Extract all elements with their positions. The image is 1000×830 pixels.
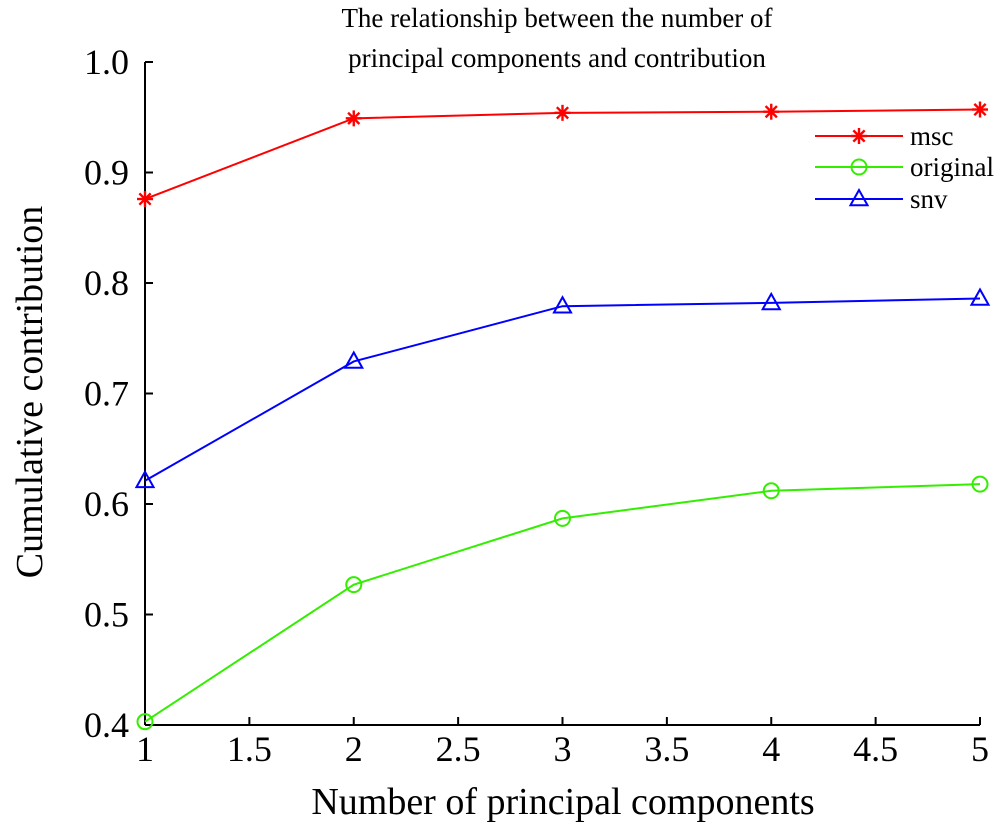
triangle-marker-shape: [760, 291, 782, 311]
data-point-original: [345, 576, 363, 594]
y-tick-label: 0.4: [84, 705, 129, 745]
triangle-marker-shape: [969, 287, 991, 306]
data-point-msc: [554, 104, 571, 121]
circle-marker-shape: [762, 482, 780, 500]
triangle-marker-shape: [552, 295, 573, 314]
y-tick-label: 1.0: [84, 42, 129, 82]
x-tick-label: 5: [971, 729, 989, 769]
triangle-marker-shape: [848, 187, 870, 207]
data-point-original: [762, 482, 780, 500]
y-tick-label: 0.6: [84, 484, 129, 524]
data-point-msc: [972, 101, 988, 118]
data-point-snv: [760, 291, 782, 311]
circle-marker-shape: [345, 576, 363, 594]
x-axis-label: Number of principal components: [311, 781, 814, 823]
data-point-original: [136, 713, 154, 731]
asterisk-marker-stroke: [852, 129, 866, 143]
axes: 1 1.5 2 2.5 3 3.5 4 4.5 5 0.4 0.5 0.6 0.7 0.8 0.9 1.0: [84, 42, 989, 769]
x-tick-label: 2.5: [436, 729, 481, 769]
x-tick-label: 3.5: [644, 729, 689, 769]
x-tick-label: 1: [136, 729, 154, 769]
y-tick-label: 0.7: [84, 374, 129, 414]
legend-item-snv: snv: [815, 184, 948, 214]
circle-marker-shape: [554, 509, 571, 527]
series-original: [136, 475, 989, 731]
data-point-snv: [969, 287, 991, 306]
series-msc: [137, 101, 988, 208]
triangle-marker-shape: [134, 469, 156, 489]
series-line-snv: [144, 297, 981, 482]
series-snv: [134, 287, 991, 489]
asterisk-marker-stroke: [347, 111, 361, 125]
triangle-marker-shape: [343, 350, 365, 369]
data-point-msc: [763, 103, 780, 120]
asterisk-marker-stroke: [973, 103, 987, 117]
legend-label: snv: [910, 184, 948, 214]
y-tick-label: 0.9: [84, 153, 129, 193]
legend-item-original: original: [815, 152, 994, 182]
data-point-msc: [137, 191, 153, 208]
series-line-original: [144, 483, 981, 723]
x-tick-label: 1.5: [227, 729, 272, 769]
asterisk-marker-stroke: [555, 106, 570, 120]
series-line-msc: [144, 108, 981, 200]
legend-marker: [850, 158, 868, 176]
data-point-original: [971, 475, 989, 493]
chart-title-line-1: The relationship between the number of: [341, 3, 772, 33]
data-point-msc: [345, 110, 362, 127]
chart-title: The relationship between the number of p…: [341, 3, 772, 73]
x-tick-label: 2: [345, 729, 363, 769]
circle-marker-shape: [850, 158, 868, 176]
asterisk-marker-stroke: [764, 105, 778, 119]
x-tick-label: 3: [554, 729, 572, 769]
circle-marker-shape: [971, 475, 989, 493]
y-axis-label: Cumulative contribution: [9, 206, 51, 579]
data-point-original: [554, 509, 571, 527]
chart-title-line-2: principal components and contribution: [348, 43, 766, 73]
legend-item-msc: msc: [815, 121, 954, 151]
y-tick-label: 0.8: [84, 263, 129, 303]
legend-marker: [848, 187, 870, 207]
x-tick-label: 4: [762, 729, 780, 769]
legend-label: msc: [910, 121, 954, 151]
circle-marker-shape: [136, 713, 154, 731]
legend-label: original: [910, 152, 994, 182]
data-point-snv: [552, 295, 573, 314]
y-tick-label: 0.5: [84, 595, 129, 635]
data-point-snv: [134, 469, 156, 489]
x-tick-label: 4.5: [853, 729, 898, 769]
legend-marker: [851, 128, 867, 144]
asterisk-marker-stroke: [138, 192, 152, 206]
series-layer: [134, 101, 991, 731]
data-point-snv: [343, 350, 365, 369]
